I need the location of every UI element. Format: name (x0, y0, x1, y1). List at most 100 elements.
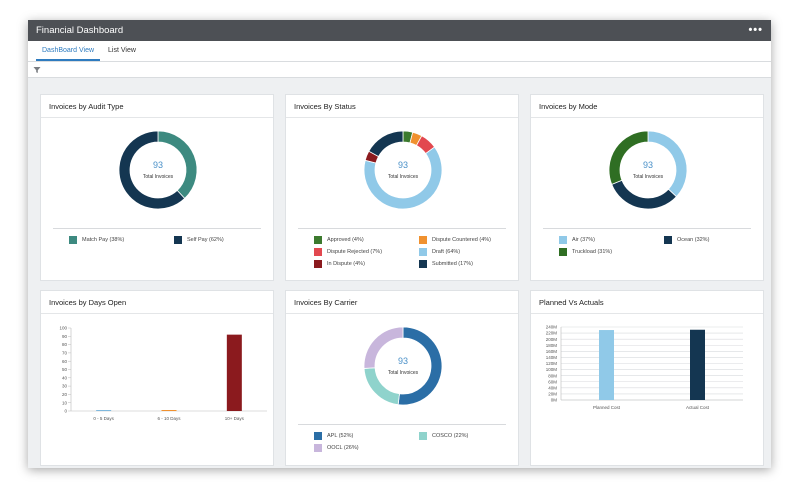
y-tick-label: 0 (64, 409, 67, 414)
donut-segment[interactable] (363, 146, 443, 210)
days-open-panel: Invoices by Days Open 0 10 20 30 40 50 60 70 80 9… (40, 290, 274, 466)
view-tabs: DashBoard View List View (28, 41, 771, 62)
total-count: 93 (643, 160, 653, 170)
x-tick-label: Actual Cost (686, 405, 710, 410)
donut (118, 130, 198, 210)
legend-item[interactable]: Submitted (17%) (419, 260, 473, 268)
legend-item[interactable]: Truckload (31%) (559, 248, 612, 256)
donut (363, 130, 443, 210)
legend-swatch (419, 236, 427, 244)
legend-item[interactable]: Air (37%) (559, 236, 595, 244)
y-tick-label: 100 (59, 326, 67, 331)
status-legend: Approved (4%) Dispute Countered (4%) Dis… (286, 95, 520, 282)
legend-swatch (69, 236, 77, 244)
total-label: Total Invoices (143, 174, 174, 180)
y-tick-label: 30 (62, 384, 68, 389)
filter-bar (28, 62, 771, 78)
legend-item[interactable]: APL (52%) (314, 432, 353, 440)
donut-segment[interactable] (118, 130, 186, 210)
legend-swatch (314, 236, 322, 244)
bar[interactable] (599, 330, 614, 400)
x-tick-label: 0 - 5 Days (93, 416, 114, 421)
mode-donut-chart: 93 Total Invoices (608, 130, 688, 210)
y-tick-label: 10 (62, 400, 68, 405)
y-tick-label: 0M (551, 398, 558, 403)
y-tick-label: 50 (62, 367, 68, 372)
x-tick-label: 6 - 10 Days (157, 416, 181, 421)
legend-label: Submitted (17%) (432, 261, 473, 267)
legend-label: COSCO (22%) (432, 433, 469, 439)
legend-item[interactable]: Dispute Rejected (7%) (314, 248, 382, 256)
legend-swatch (419, 432, 427, 440)
legend-item[interactable]: OOCL (26%) (314, 444, 359, 452)
audit-type-panel: Invoices by Audit Type 93 Total Invoices… (40, 94, 274, 281)
total-count: 93 (398, 160, 408, 170)
donut-segment[interactable] (363, 326, 404, 369)
bar[interactable] (96, 410, 112, 411)
legend-item[interactable]: In Dispute (4%) (314, 260, 365, 268)
legend-item[interactable]: Draft (64%) (419, 248, 460, 256)
days-open-bar-chart: 0 10 20 30 40 50 60 70 80 90 100 0 - 5 Days 6 - 10 D… (59, 326, 267, 421)
bar[interactable] (226, 334, 242, 411)
legend-item[interactable]: Match Pay (38%) (69, 236, 124, 244)
filter-icon[interactable] (32, 65, 41, 74)
window-title: Financial Dashboard (36, 25, 124, 36)
legend-item[interactable]: Dispute Countered (4%) (419, 236, 491, 244)
panel-title: Invoices By Carrier (286, 291, 518, 314)
more-options-icon[interactable]: ••• (748, 24, 763, 36)
legend-swatch (419, 260, 427, 268)
donut-segment[interactable] (368, 130, 404, 158)
y-tick-label: 40 (62, 375, 68, 380)
total-count: 93 (153, 160, 163, 170)
total-label: Total Invoices (388, 174, 419, 180)
y-tick-label: 20 (62, 392, 68, 397)
y-tick-label: 180M (546, 343, 558, 348)
y-tick-label: 70 (62, 351, 68, 356)
panel-title: Planned Vs Actuals (531, 291, 763, 314)
y-tick-label: 20M (548, 392, 557, 397)
legend-item[interactable]: Approved (4%) (314, 236, 364, 244)
x-tick-label: Planned Cost (593, 405, 621, 410)
legend-item[interactable]: COSCO (22%) (419, 432, 468, 440)
legend-label: Match Pay (38%) (82, 237, 125, 243)
legend-swatch (314, 260, 322, 268)
y-tick-label: 100M (546, 367, 558, 372)
legend-swatch (314, 248, 322, 256)
legend-swatch (664, 236, 672, 244)
y-tick-label: 90 (62, 334, 68, 339)
donut-segment[interactable] (608, 130, 649, 185)
panel-title: Invoices by Days Open (41, 291, 273, 314)
y-tick-label: 200M (546, 337, 558, 342)
bar[interactable] (690, 329, 705, 400)
legend-label: Air (37%) (572, 237, 595, 243)
legend-label: Approved (4%) (327, 237, 364, 243)
donut (363, 326, 443, 406)
y-tick-label: 60 (62, 359, 68, 364)
mode-panel: Invoices by Mode 93 Total Invoices Air (… (530, 94, 764, 281)
bar[interactable] (161, 410, 177, 411)
y-tick-label: 220M (546, 331, 558, 336)
mode-legend: Air (37%) Ocean (32%) Truckload (31%) (531, 95, 765, 282)
y-tick-label: 60M (548, 379, 557, 384)
legend-item[interactable]: Ocean (32%) (664, 236, 709, 244)
y-tick-label: 40M (548, 385, 557, 390)
y-tick-label: 80M (548, 373, 557, 378)
planned-vs-actuals-panel: Planned Vs Actuals 0M 20M 40M 60M 80M 100M 120… (530, 290, 764, 466)
legend-item[interactable]: Self Pay (62%) (174, 236, 224, 244)
y-tick-label: 80 (62, 342, 68, 347)
legend-label: OOCL (26%) (327, 445, 359, 451)
legend-label: Dispute Rejected (7%) (327, 249, 383, 255)
y-tick-label: 120M (546, 361, 558, 366)
legend-label: Dispute Countered (4%) (432, 237, 492, 243)
tab-list-view[interactable]: List View (108, 47, 136, 54)
legend-swatch (559, 236, 567, 244)
total-label: Total Invoices (633, 174, 664, 180)
y-tick-label: 140M (546, 355, 558, 360)
audit-type-donut-chart: 93 Total Invoices (118, 130, 198, 210)
panel-title: Invoices By Status (286, 95, 518, 118)
legend-swatch (419, 248, 427, 256)
legend-swatch (174, 236, 182, 244)
tab-dashboard-view[interactable]: DashBoard View (36, 47, 101, 61)
legend-swatch (314, 432, 322, 440)
